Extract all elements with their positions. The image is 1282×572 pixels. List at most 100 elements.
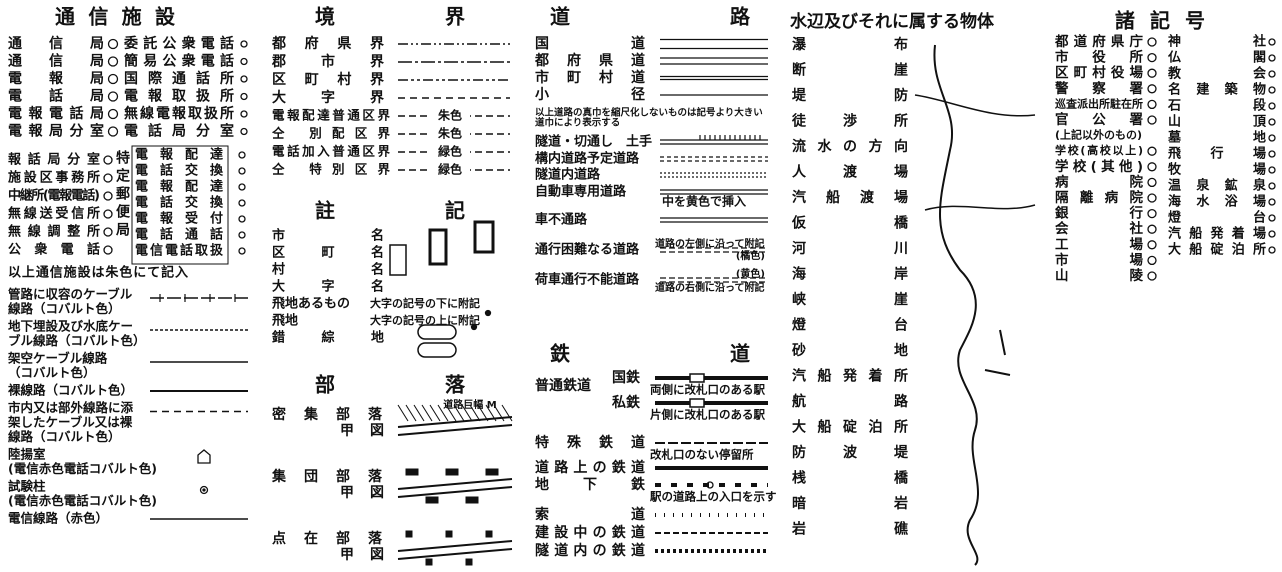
label: 警察署 [1055,80,1144,97]
symbol [240,75,248,83]
symbol [405,468,419,476]
symbol [473,220,495,254]
symbol [103,155,113,165]
section-title: 諸記号 [1115,9,1205,33]
symbol [1268,134,1276,142]
label: 電報局分室 [8,123,104,140]
label: 国際通話所 [124,70,234,87]
symbol [689,373,705,383]
symbol-line [485,404,497,422]
note: 道路の左側に沿って附記 [655,237,765,250]
symbol [470,323,478,331]
label: 構内道路予定道路 [535,151,640,167]
label: 学校(高校以上) [1055,143,1143,157]
symbol-line [429,404,441,422]
section-title: 水辺及びそれに属する物体 [790,11,995,32]
symbol-line [477,404,489,422]
symbol-line [461,404,473,422]
symbol [445,530,453,538]
symbol [103,209,113,219]
river [914,94,1036,117]
label: 裸線路（コバルト色） [8,383,133,398]
label: 電信電話取扱 [135,243,224,259]
symbol-line [437,404,449,422]
note-bg [430,108,470,124]
symbol [238,151,246,159]
label: 線路（コバルト色） [8,301,121,316]
note: 緑色 [438,144,462,159]
label: 汽船発着所 [792,368,908,385]
symbol [107,126,119,137]
symbol [107,108,119,120]
label: 市内又は部外線路に添 [8,400,134,415]
symbol [197,449,211,464]
symbol [238,247,246,255]
symbol [1268,54,1276,62]
symbol-line [397,478,513,490]
label: 隧道・切通し 土手 [535,134,652,150]
symbol [1147,177,1157,188]
symbol [689,398,705,408]
label: 架空ケーブル線路 [7,351,108,366]
label: 飛地あるもの [271,296,350,312]
label: 架したケーブル又は裸 [7,415,133,430]
note: 以上通信施設は朱色にて記入 [8,265,188,281]
symbol [485,530,493,538]
note-bg [430,126,470,142]
symbol [1268,86,1276,94]
symbol [202,488,206,492]
symbol [1268,102,1276,110]
label: 中継所(電報電話) [8,188,100,204]
label: 大船碇泊所 [792,419,908,436]
symbol [465,558,473,566]
symbol [425,496,439,504]
coastline [933,44,979,566]
symbol [1268,182,1276,190]
note: 駅の道路上の入口を示す [649,490,777,504]
symbol [240,57,248,66]
symbol-line [413,404,425,422]
symbol [425,558,433,566]
symbol [484,309,492,317]
label: 荷車通行不能道路 [534,272,640,288]
label: 汽船発着場 [1168,226,1266,242]
label: 国鉄 [612,369,641,386]
symbol [389,244,407,276]
label: 市役所 [1055,49,1144,66]
symbol [1147,162,1157,172]
symbol [428,228,448,266]
symbol [238,231,246,239]
symbol [1147,84,1157,94]
label: 地下埋設及び水底ケー [8,319,133,334]
label: (電信赤色電話コバルト色) [8,461,157,476]
symbol [103,191,113,201]
label: ブル線路（コバルト色） [8,333,146,348]
label: 官公署 [1055,111,1144,128]
symbol [706,481,714,489]
symbol [238,183,246,191]
symbol-line [397,404,409,422]
symbol [103,227,113,237]
label: 流水の方向 [792,138,908,155]
symbol-line [405,404,417,422]
label: 管路に収容のケーブル [8,287,133,302]
note-bg [430,162,470,178]
label: 電信線路（赤色） [8,511,108,526]
symbol [1147,224,1157,234]
note: 大字の記号の上に附記 [370,313,480,327]
vertical-label: 特定郵便局 [114,149,130,240]
label: 飛地 [271,313,298,329]
label: 無線電報取扱所 [124,105,234,122]
label: (電信赤色電話コバルト色) [8,493,157,508]
label: 隧道内道路 [535,167,601,183]
note: 以上道路の真巾を縮尺化しないものは記号より大きい [535,107,763,119]
breakwater [984,329,1011,376]
symbol-line [421,404,433,422]
symbol-line [397,424,513,436]
label: 車不通路 [535,212,588,228]
note: 大字の記号の下に附記 [370,296,480,310]
note: 両側に改札口のある駅 [650,383,765,397]
note: 片側に改札口のある駅 [650,408,765,422]
symbol [417,324,457,340]
